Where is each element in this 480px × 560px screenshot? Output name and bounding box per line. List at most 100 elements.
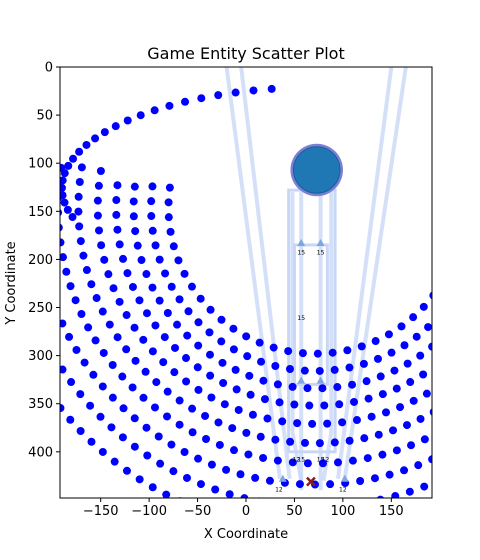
entity-dot [255,338,264,347]
entity-dot [245,371,254,380]
entity-dot [249,86,258,95]
entity-dot [300,366,309,375]
entity-dot [100,255,109,264]
x-tick-label: −150 [83,504,119,519]
entity-dot [201,411,210,420]
entity-dot [367,412,376,421]
entity-dot [170,368,179,377]
entity-dot [429,408,432,416]
entity-dot [98,382,107,391]
entity-dot [142,309,151,318]
entity-dot [259,453,268,462]
entity-dot [123,269,132,278]
entity-dot [159,358,168,367]
entity-dot [74,192,83,201]
entity-dot [115,240,124,249]
entity-dot [229,345,238,354]
entity-dot [333,458,342,467]
entity-dot [166,227,175,236]
entity-dot [160,333,169,342]
entity-dot [217,315,226,324]
entity-dot [180,447,189,456]
entity-dot [428,342,432,351]
entity-dot [71,296,80,305]
entity-dot [182,377,191,386]
entity-dot [288,382,297,391]
entity-dot [273,456,282,465]
entity-dot [271,435,280,444]
entity-dot [99,348,108,357]
entity-dot [416,414,425,423]
entity-dot [357,342,366,351]
entity-dot [123,116,132,125]
entity-dot [156,459,165,468]
entity-dot [143,451,152,460]
entity-dot [109,284,118,293]
entity-dot [68,213,77,222]
entity-dot [118,372,127,381]
entity-dot [150,106,159,115]
x-tick-label: −50 [184,504,211,519]
entity-dot [92,294,101,303]
entity-dot [91,134,100,143]
entity-dot [113,225,122,234]
entity-dot [169,242,178,251]
entity-dot [131,227,140,236]
entity-dot [391,492,400,498]
entity-dot [147,212,156,221]
entity-dot [188,428,197,437]
entity-dot [263,414,272,423]
entity-dot [260,395,269,404]
entity-dot [86,401,95,410]
entity-dot [97,241,106,250]
entity-dot [100,128,109,137]
entity-dot [345,363,354,372]
entity-dot [202,435,211,444]
entity-dot [335,400,344,409]
entity-dot [180,269,189,278]
entity-dot [194,341,203,350]
y-tick-label: 350 [28,397,53,412]
entity-dot [242,428,251,437]
entity-dot [397,322,406,331]
entity-dot [165,101,174,110]
y-axis-label: Y Coordinate [4,241,19,325]
entity-dot [320,401,329,410]
entity-dot [135,475,144,484]
entity-dot [218,358,227,367]
entity-dot [362,377,371,386]
entity-dot [193,363,202,372]
entity-dot [256,432,265,441]
entity-dot [214,91,223,100]
entity-dot [60,319,67,328]
entity-dot [428,455,432,464]
entity-dot [403,359,412,368]
x-axis-label: X Coordinate [204,527,288,542]
entity-dot [207,393,216,402]
entity-dot [91,336,100,345]
entity-dot [315,439,324,448]
entity-dot [371,337,380,346]
entity-dot [112,210,121,219]
entity-dot [163,412,172,421]
y-tick-label: 50 [36,109,53,124]
entity-dot [220,400,229,409]
entity-dot [376,372,385,381]
entity-dot [93,211,102,220]
y-tick-label: 150 [28,205,53,220]
triangle-entity [316,376,325,384]
entity-dot [130,442,139,451]
entity-dot [378,450,387,459]
entity-dot [348,456,357,465]
entity-dot [152,378,161,387]
entity-dot [222,465,231,474]
entity-dot [419,370,428,379]
entity-dot [407,441,416,450]
entity-dot [183,331,192,340]
entity-dot [360,434,369,443]
entity-dot [135,296,144,305]
entity-dot [64,161,73,170]
entity-dot [246,390,255,399]
path-line [342,67,408,480]
